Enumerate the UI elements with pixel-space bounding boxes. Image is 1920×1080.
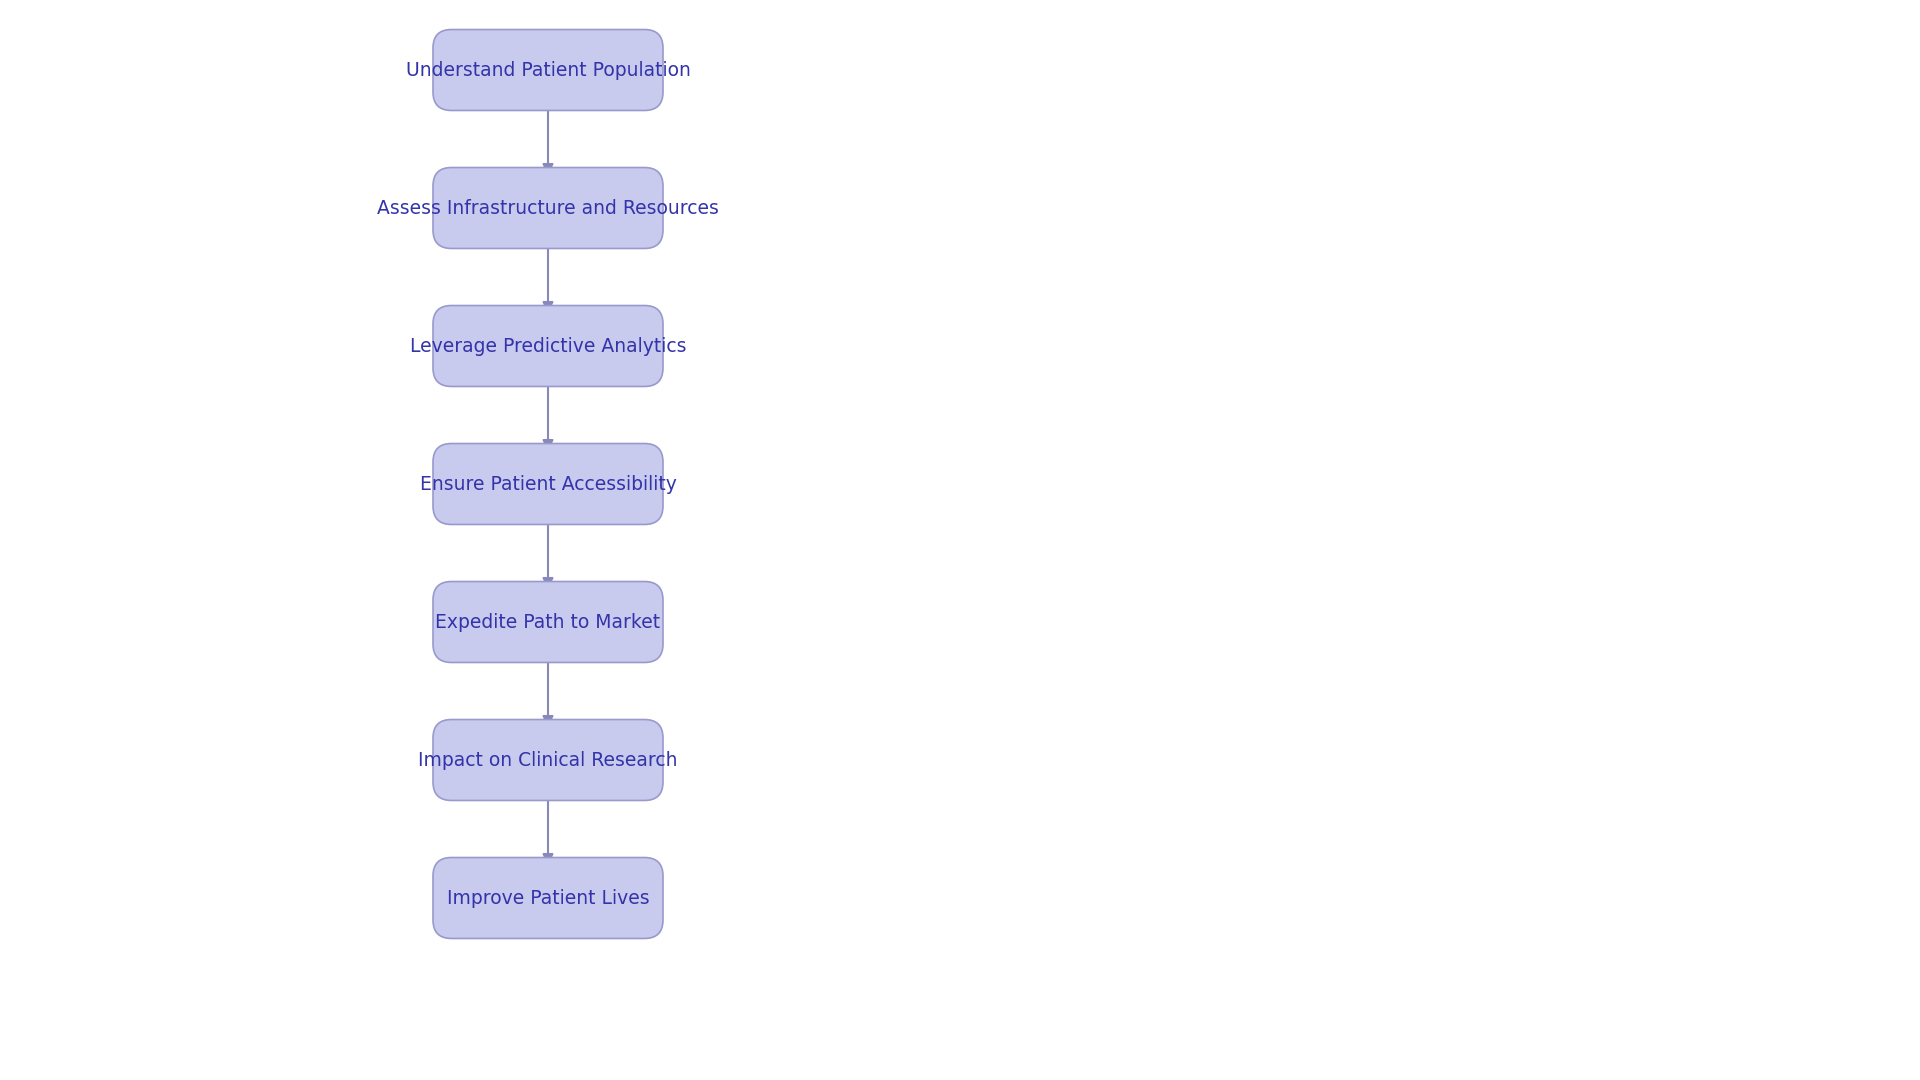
Text: Assess Infrastructure and Resources: Assess Infrastructure and Resources (376, 199, 718, 217)
FancyBboxPatch shape (434, 444, 662, 525)
Text: Improve Patient Lives: Improve Patient Lives (447, 889, 649, 907)
FancyBboxPatch shape (434, 581, 662, 662)
Text: Impact on Clinical Research: Impact on Clinical Research (419, 751, 678, 769)
Text: Leverage Predictive Analytics: Leverage Predictive Analytics (409, 337, 685, 355)
FancyBboxPatch shape (434, 29, 662, 110)
FancyBboxPatch shape (434, 719, 662, 800)
FancyBboxPatch shape (434, 858, 662, 939)
FancyBboxPatch shape (434, 167, 662, 248)
Text: Understand Patient Population: Understand Patient Population (405, 60, 691, 80)
Text: Expedite Path to Market: Expedite Path to Market (436, 612, 660, 632)
Text: Ensure Patient Accessibility: Ensure Patient Accessibility (420, 474, 676, 494)
FancyBboxPatch shape (434, 306, 662, 387)
